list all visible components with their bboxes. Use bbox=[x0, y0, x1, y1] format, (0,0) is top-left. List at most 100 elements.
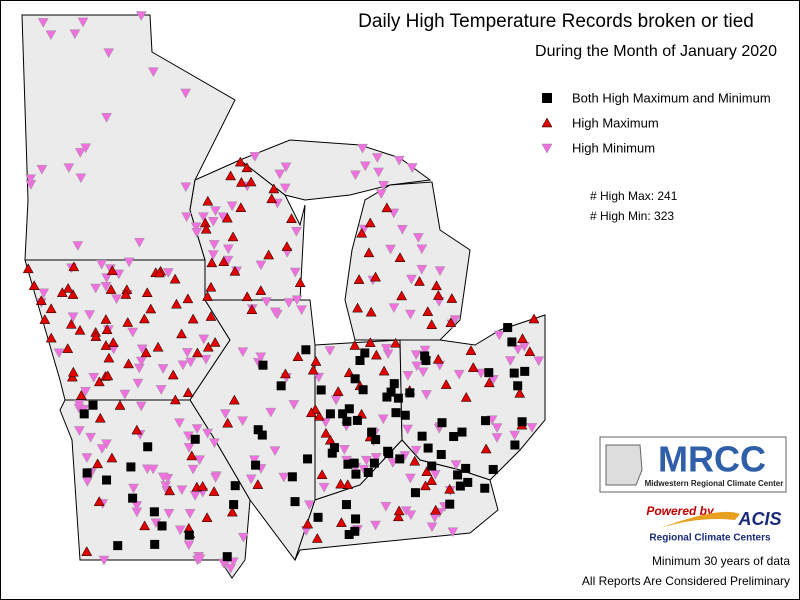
red-triangle bbox=[426, 319, 438, 329]
red-triangle bbox=[266, 193, 278, 204]
black-square bbox=[509, 368, 519, 378]
red-triangle bbox=[356, 227, 368, 238]
red-triangle bbox=[102, 370, 114, 381]
pink-triangle bbox=[37, 18, 49, 28]
black-square bbox=[342, 416, 352, 426]
pink-triangle bbox=[318, 482, 330, 493]
red-triangle bbox=[432, 290, 444, 300]
pink-triangle bbox=[402, 424, 414, 435]
red-triangle bbox=[153, 267, 165, 278]
pink-triangle bbox=[265, 407, 277, 418]
pink-triangle bbox=[288, 400, 300, 410]
red-triangle bbox=[281, 241, 293, 251]
pink-triangle bbox=[416, 264, 428, 275]
red-triangle bbox=[92, 458, 104, 469]
pink-triangle bbox=[396, 224, 408, 235]
red-triangle bbox=[445, 317, 457, 328]
pink-triangle bbox=[404, 473, 416, 484]
pink-triangle bbox=[80, 386, 91, 397]
black-square bbox=[383, 446, 393, 456]
red-triangle bbox=[320, 427, 332, 438]
legend-triangle bbox=[541, 117, 553, 128]
red-triangle bbox=[426, 475, 438, 485]
black-square bbox=[316, 385, 326, 395]
black-square bbox=[436, 450, 446, 460]
logo-title: MRCC bbox=[658, 439, 766, 480]
pink-triangle bbox=[88, 372, 100, 383]
pink-triangle bbox=[377, 414, 389, 425]
pink-triangle bbox=[80, 143, 92, 154]
red-triangle bbox=[460, 391, 472, 402]
black-square bbox=[88, 400, 98, 410]
black-square bbox=[290, 497, 300, 507]
pink-triangle bbox=[101, 439, 112, 450]
red-triangle bbox=[105, 284, 117, 294]
pink-triangle bbox=[209, 438, 220, 449]
pink-triangle bbox=[96, 444, 108, 454]
red-triangle bbox=[255, 285, 267, 295]
pink-triangle bbox=[248, 455, 260, 466]
pink-triangle bbox=[101, 113, 112, 123]
red-triangle bbox=[422, 306, 434, 316]
pink-triangle bbox=[220, 409, 231, 419]
pink-triangle bbox=[249, 152, 261, 162]
pink-triangle bbox=[208, 240, 220, 250]
pink-triangle bbox=[357, 143, 369, 154]
pink-triangle bbox=[194, 455, 206, 466]
red-triangle bbox=[103, 352, 115, 363]
pink-triangle bbox=[191, 424, 203, 435]
red-triangle bbox=[349, 339, 361, 350]
red-triangle bbox=[235, 176, 247, 187]
pink-triangle bbox=[127, 327, 139, 338]
red-triangle bbox=[421, 466, 433, 476]
black-square bbox=[421, 355, 431, 365]
pink-triangle bbox=[405, 309, 416, 320]
black-square bbox=[301, 345, 311, 355]
black-square bbox=[344, 529, 354, 539]
black-square bbox=[113, 541, 123, 551]
red-triangle bbox=[202, 341, 214, 352]
black-square bbox=[303, 454, 313, 464]
red-triangle bbox=[206, 257, 218, 268]
red-triangle bbox=[394, 252, 406, 262]
black-square bbox=[351, 514, 361, 524]
pink-triangle bbox=[73, 426, 85, 436]
pink-triangle bbox=[100, 282, 112, 292]
pink-triangle bbox=[373, 167, 385, 178]
black-square bbox=[143, 442, 153, 452]
black-square bbox=[445, 499, 455, 509]
pink-triangle bbox=[402, 371, 414, 381]
red-triangle bbox=[414, 276, 425, 286]
black-square bbox=[449, 432, 459, 442]
pink-triangle bbox=[207, 250, 219, 261]
pink-triangle bbox=[255, 352, 267, 363]
title: Daily High Temperature Records broken or… bbox=[358, 11, 754, 32]
red-triangle bbox=[67, 366, 79, 377]
black-square bbox=[128, 493, 138, 503]
red-triangle bbox=[528, 313, 540, 324]
red-triangle bbox=[352, 302, 363, 313]
pink-triangle bbox=[135, 11, 147, 22]
pink-triangle bbox=[313, 372, 325, 383]
red-triangle bbox=[122, 317, 134, 327]
pink-triangle bbox=[412, 233, 424, 243]
red-triangle bbox=[22, 263, 34, 274]
red-triangle bbox=[241, 162, 253, 173]
pink-triangle bbox=[255, 260, 267, 271]
red-triangle bbox=[81, 546, 93, 556]
red-triangle bbox=[313, 410, 325, 421]
pink-triangle bbox=[491, 423, 503, 434]
pink-triangle bbox=[53, 348, 65, 359]
red-triangle bbox=[68, 261, 80, 272]
red-triangle bbox=[169, 273, 181, 284]
red-triangle bbox=[221, 212, 233, 223]
red-triangle bbox=[35, 295, 47, 305]
red-triangle bbox=[302, 518, 314, 529]
pink-triangle bbox=[132, 378, 144, 389]
red-triangle bbox=[164, 485, 176, 496]
red-triangle bbox=[393, 505, 405, 516]
red-triangle bbox=[363, 247, 375, 258]
pink-triangle bbox=[207, 216, 219, 227]
black-square bbox=[389, 379, 399, 389]
